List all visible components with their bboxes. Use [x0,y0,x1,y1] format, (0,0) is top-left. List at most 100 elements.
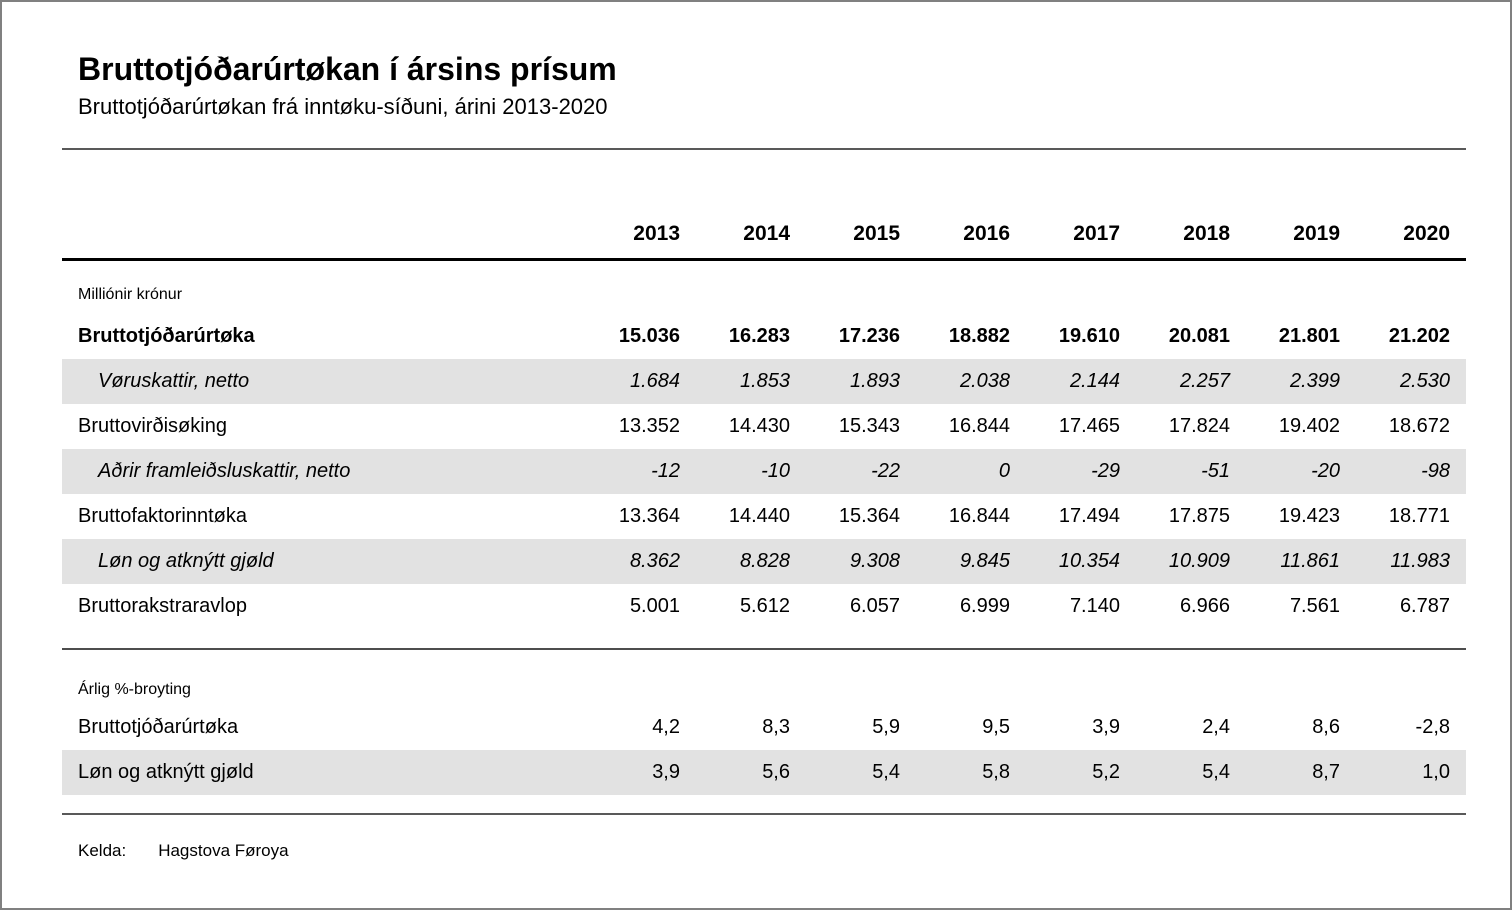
value-cell: -2,8 [1415,716,1450,739]
value-cell: 16.844 [948,504,1010,527]
value-cell: 8.828 [739,549,790,572]
value-cell: 17.236 [838,324,900,347]
value-cell: 5,2 [1092,761,1120,784]
value-cell: 8,7 [1312,761,1340,784]
source-row: Kelda: Hagstova Føroya [78,841,1466,861]
year-header-row: 2013 2014 2015 2016 2017 2018 2019 2020 [62,210,1466,261]
value-cell: 1.684 [629,369,680,392]
value-cell: 15.343 [838,414,900,437]
value-cell: 2.144 [1069,369,1120,392]
percent-rows: Bruttotjóðarúrtøka 4,2 8,3 5,9 9,5 3,9 2… [62,705,1466,796]
value-cell: 5,9 [872,716,900,739]
row-label: Bruttorakstraravlop [78,594,247,617]
value-cell: 15.364 [838,504,900,527]
year-cell: 2016 [963,221,1010,245]
value-cell: 7.561 [1289,594,1340,617]
unit-label-kronur: Milliónir krónur [78,285,183,303]
value-cell: 3,9 [1092,716,1120,739]
krona-rows: Bruttotjóðarúrtøka 15.036 16.283 17.236 … [62,314,1466,629]
value-cell: -98 [1421,459,1450,482]
value-cell: 3,9 [652,761,680,784]
value-cell: 18.771 [1388,504,1450,527]
table-row: Bruttorakstraravlop 5.001 5.612 6.057 6.… [62,584,1466,629]
value-cell: 17.494 [1058,504,1120,527]
value-cell: 1,0 [1422,761,1450,784]
value-cell: 6.787 [1399,594,1450,617]
value-cell: 5,6 [762,761,790,784]
value-cell: 21.801 [1278,324,1340,347]
value-cell: 8,6 [1312,716,1340,739]
divider-footer [62,813,1466,816]
value-cell: 1.893 [849,369,900,392]
value-cell: 7.140 [1069,594,1120,617]
value-cell: 6.966 [1179,594,1230,617]
value-cell: 5,4 [1202,761,1230,784]
table-row: Løn og atknýtt gjøld 8.362 8.828 9.308 9… [62,538,1466,584]
row-label: Bruttofaktorinntøka [78,504,247,527]
value-cell: 15.036 [618,324,680,347]
value-cell: 18.882 [948,324,1010,347]
page-title: Bruttotjóðarúrtøkan í ársins prísum [78,51,617,87]
value-cell: 13.352 [618,414,680,437]
value-cell: 17.824 [1168,414,1230,437]
row-label: Løn og atknýtt gjøld [78,761,254,784]
value-cell: 9,5 [982,716,1010,739]
value-cell: 10.909 [1168,549,1230,572]
year-cell: 2014 [743,221,790,245]
value-cell: 14.430 [728,414,790,437]
source-value: Hagstova Føroya [158,841,289,861]
table-row: Bruttovirðisøking 13.352 14.430 15.343 1… [62,404,1466,449]
table-row: Bruttotjóðarúrtøka 4,2 8,3 5,9 9,5 3,9 2… [62,705,1466,750]
value-cell: 20.081 [1168,324,1230,347]
value-cell: 16.844 [948,414,1010,437]
value-cell: 9.845 [959,549,1010,572]
table-row: Løn og atknýtt gjøld 3,9 5,6 5,4 5,8 5,2… [62,750,1466,796]
value-cell: 6.057 [849,594,900,617]
row-label: Aðrir framleiðsluskattir, netto [98,459,351,482]
value-cell: 18.672 [1388,414,1450,437]
value-cell: -10 [761,459,790,482]
year-cell: 2017 [1073,221,1120,245]
unit-label-percent: Árlig %-broyting [78,680,191,698]
value-cell: -20 [1311,459,1340,482]
value-cell: 2.530 [1399,369,1450,392]
value-cell: 21.202 [1388,324,1450,347]
value-cell: 5.612 [739,594,790,617]
value-cell: 6.999 [959,594,1010,617]
value-cell: 0 [998,459,1010,482]
value-cell: 5.001 [629,594,680,617]
value-cell: 14.440 [728,504,790,527]
value-cell: 10.354 [1058,549,1120,572]
value-cell: -51 [1201,459,1230,482]
source-label: Kelda: [78,841,127,861]
value-cell: 2,4 [1202,716,1230,739]
content: Bruttotjóðarúrtøkan í ársins prísum Brut… [62,50,1466,861]
value-cell: -22 [871,459,900,482]
value-cell: 2.257 [1179,369,1230,392]
year-cell: 2018 [1183,221,1230,245]
divider-header [62,147,1466,150]
value-cell: 5,4 [872,761,900,784]
value-cell: 16.283 [728,324,790,347]
value-cell: -12 [651,459,680,482]
value-cell: 2.038 [959,369,1010,392]
year-cell: 2020 [1403,221,1450,245]
row-label: Bruttotjóðarúrtøka [78,716,239,739]
divider-section [62,647,1466,650]
row-label: Løn og atknýtt gjøld [98,549,274,572]
value-cell: 11.861 [1280,549,1340,572]
value-cell: 5,8 [982,761,1010,784]
value-cell: 8.362 [629,549,680,572]
value-cell: 2.399 [1289,369,1340,392]
value-cell: 4,2 [652,716,680,739]
value-cell: 19.423 [1278,504,1340,527]
table-row: Vøruskattir, netto 1.684 1.853 1.893 2.0… [62,358,1466,404]
year-cell: 2019 [1293,221,1340,245]
value-cell: 13.364 [618,504,680,527]
value-cell: 8,3 [762,716,790,739]
value-cell: 11.983 [1390,549,1450,572]
value-cell: 17.465 [1058,414,1120,437]
value-cell: 19.610 [1058,324,1120,347]
row-label: Bruttotjóðarúrtøka [78,324,255,347]
